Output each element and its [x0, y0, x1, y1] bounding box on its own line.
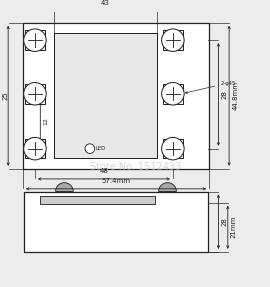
Bar: [163, 139, 183, 158]
Bar: [25, 30, 45, 50]
Bar: [25, 84, 45, 104]
Circle shape: [24, 137, 46, 160]
Text: 25: 25: [2, 91, 8, 100]
Bar: [163, 30, 183, 50]
Text: 44.8mm: 44.8mm: [232, 81, 238, 110]
Text: Store No. 1512433: Store No. 1512433: [90, 162, 181, 172]
Bar: [163, 84, 183, 104]
Text: 21mm: 21mm: [231, 216, 237, 238]
Text: 28: 28: [222, 90, 228, 99]
Text: 43: 43: [101, 0, 110, 6]
Wedge shape: [56, 183, 73, 191]
Bar: [40, 196, 156, 203]
Bar: [54, 34, 157, 158]
Wedge shape: [159, 183, 176, 191]
Circle shape: [162, 82, 184, 105]
Circle shape: [85, 144, 95, 154]
Bar: [23, 23, 209, 169]
Text: LED: LED: [96, 146, 106, 151]
Bar: [24, 191, 208, 252]
Text: 12: 12: [43, 117, 49, 125]
Circle shape: [24, 82, 46, 105]
Text: 28: 28: [222, 217, 228, 226]
Bar: [25, 139, 45, 158]
Circle shape: [162, 29, 184, 51]
Text: 48: 48: [99, 168, 108, 174]
Circle shape: [162, 137, 184, 160]
Circle shape: [24, 29, 46, 51]
Text: 57.4mm: 57.4mm: [102, 178, 130, 184]
Text: 2-φ45: 2-φ45: [185, 81, 236, 94]
